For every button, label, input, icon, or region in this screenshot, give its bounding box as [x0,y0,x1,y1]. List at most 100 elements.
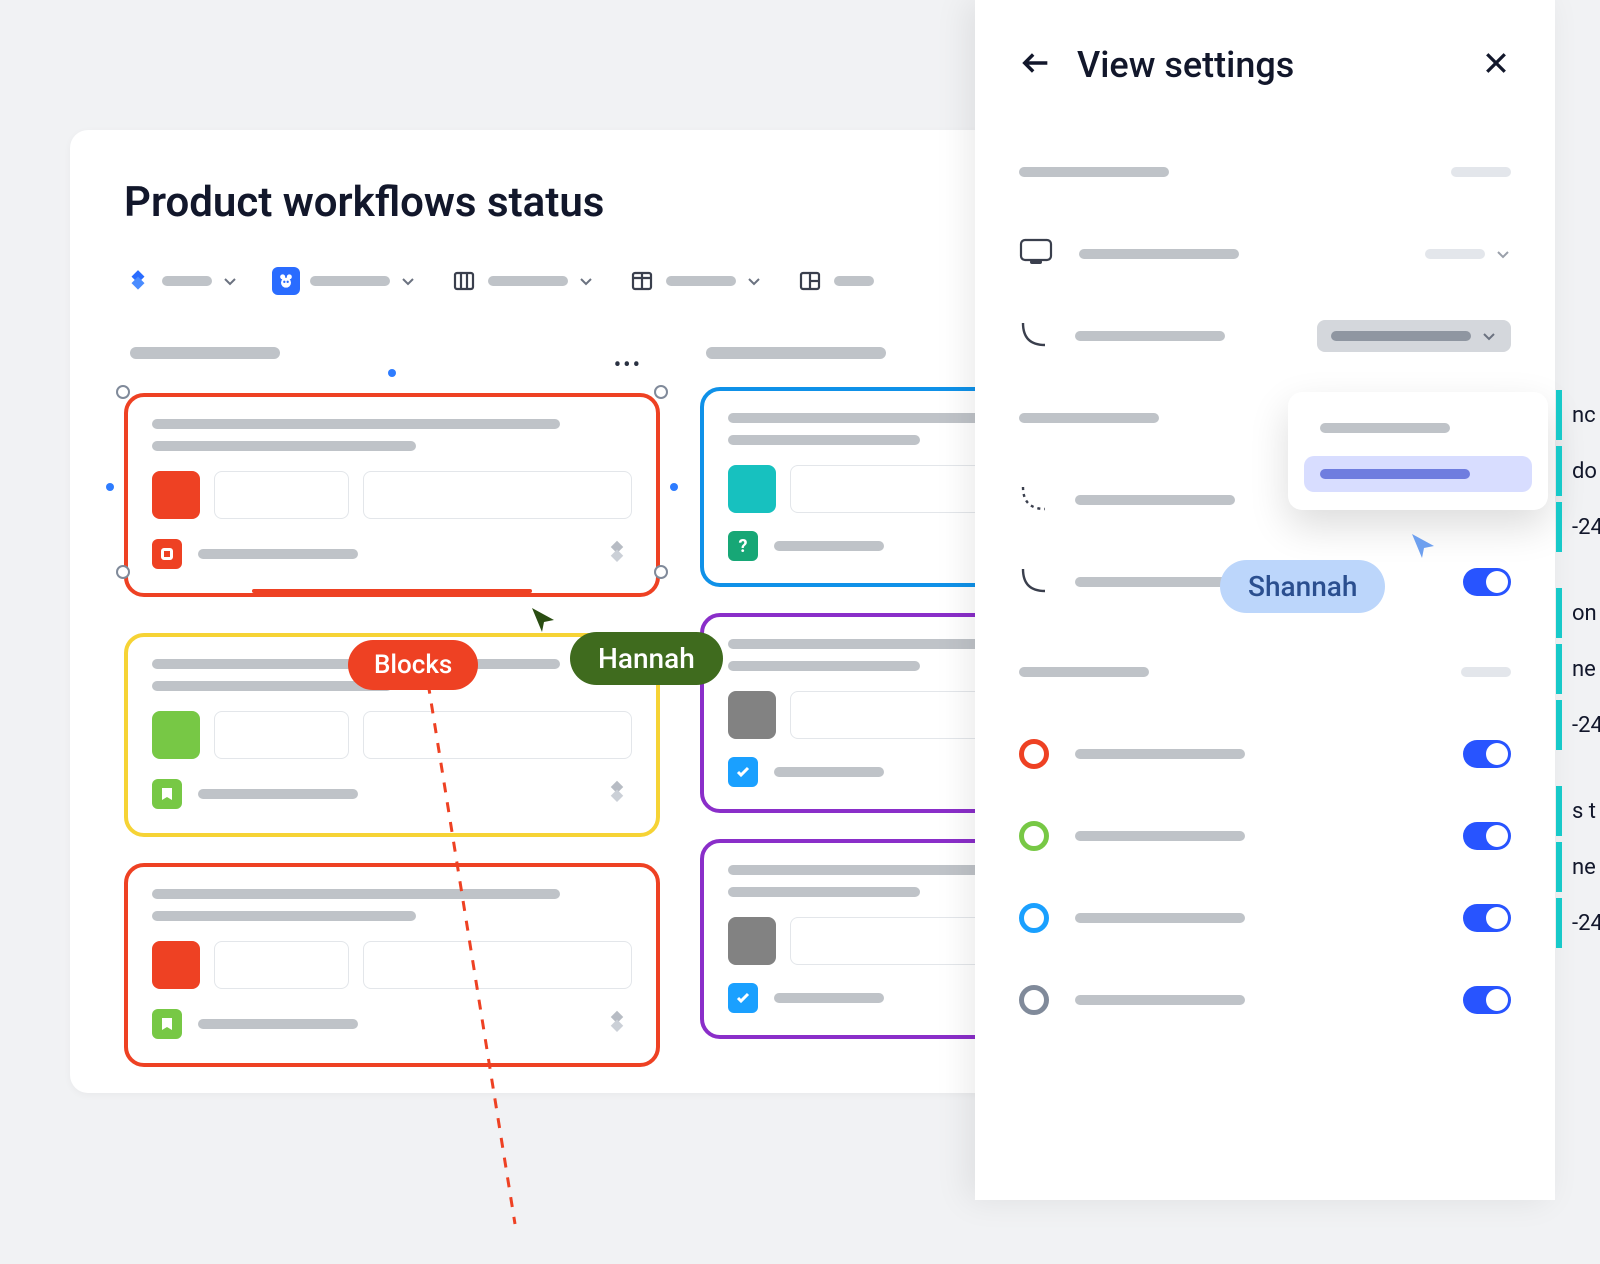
chevron-down-icon [1495,246,1511,262]
card-field[interactable] [214,471,349,519]
card-color-chip [728,691,776,739]
selection-handle[interactable] [116,385,130,399]
card-field[interactable] [363,471,632,519]
more-icon[interactable]: ••• [614,353,642,378]
section-label [1019,167,1169,177]
back-icon[interactable] [1019,46,1053,84]
card-subtitle-line [728,435,920,445]
strip-cell: do [1556,446,1600,496]
card-subtitle-line [728,887,920,897]
row-value [1425,249,1485,259]
toggle[interactable] [1463,740,1511,768]
settings-row-frame[interactable] [1019,224,1511,284]
selection-midpoint[interactable] [106,483,114,491]
settings-row-color[interactable] [1019,888,1511,948]
board-column: ••• [124,335,660,1093]
card-subtitle-line [728,661,920,671]
strip-cell: ne [1556,842,1600,892]
card-field[interactable] [214,941,349,989]
row-label [1075,495,1235,505]
collaborator-cursor: Hannah [570,632,723,685]
card-type-icon [152,539,182,569]
row-select[interactable] [1317,320,1511,352]
app-icon [272,267,300,295]
strip-cell: -24 [1556,700,1600,750]
cursor-icon [528,604,560,636]
card-field[interactable] [214,711,349,759]
section-hint [1461,667,1511,677]
card-type-icon [728,983,758,1013]
card-title-line [152,889,560,899]
toolbar-item-board[interactable] [796,267,874,295]
toolbar-item-jira[interactable] [124,267,238,295]
card-type-icon [152,779,182,809]
close-icon[interactable] [1481,48,1511,82]
panel-title: View settings [1077,44,1294,86]
chevron-down-icon [400,273,416,289]
card-field[interactable] [363,711,632,759]
toolbar-item-3col[interactable] [450,267,594,295]
strip-cell: nc [1556,390,1600,440]
toggle[interactable] [1463,568,1511,596]
settings-row-color[interactable] [1019,724,1511,784]
card-selection-wrapper [124,393,660,597]
toggle[interactable] [1463,822,1511,850]
selection-midpoint[interactable] [670,483,678,491]
chevron-down-icon [746,273,762,289]
color-ring-icon [1019,903,1049,933]
settings-row-color[interactable] [1019,806,1511,866]
section-label [1019,667,1149,677]
row-label [1075,331,1225,341]
selection-handle[interactable] [654,565,668,579]
card-title-line [152,419,560,429]
selection-handle[interactable] [116,565,130,579]
dropdown-option[interactable] [1304,410,1532,446]
card-type-icon [728,757,758,787]
toolbar-label [834,276,874,286]
strip-cell: -24 [1556,502,1600,552]
jira-link-icon[interactable] [602,537,632,571]
frame-icon [1019,238,1053,270]
jira-link-icon[interactable] [602,1007,632,1041]
card-assignee [774,541,884,551]
row-label [1075,995,1245,1005]
column-header[interactable]: ••• [124,335,660,371]
row-label [1075,831,1245,841]
settings-row-color[interactable] [1019,970,1511,1030]
toggle[interactable] [1463,904,1511,932]
card-type-icon [152,1009,182,1039]
card[interactable] [124,863,660,1067]
jira-link-icon[interactable] [602,777,632,811]
connector-label[interactable]: Blocks [348,640,478,690]
collaborator-cursor: Shannah [1220,560,1385,613]
card-title-line [728,413,1006,423]
section-label [1019,413,1159,423]
card-color-chip [728,917,776,965]
toolbar-item-app[interactable] [272,267,416,295]
toolbar-item-2col[interactable] [628,267,762,295]
curve-icon [1019,319,1049,353]
option-label [1320,469,1470,479]
card-color-chip [152,711,200,759]
color-ring-icon [1019,821,1049,851]
connector-line[interactable] [252,589,532,593]
card-field[interactable] [363,941,632,989]
section-hint [1451,167,1511,177]
card-subtitle-line [152,911,416,921]
card-assignee [198,549,358,559]
select-value [1331,331,1471,341]
chevron-down-icon [1481,328,1497,344]
chevron-down-icon [578,273,594,289]
dropdown-popover[interactable] [1288,392,1548,510]
toggle[interactable] [1463,986,1511,1014]
card[interactable] [124,393,660,597]
row-label [1075,749,1245,759]
columns3-icon [450,267,478,295]
selection-handle[interactable] [654,385,668,399]
settings-row-curve[interactable] [1019,306,1511,366]
strip-cell: on [1556,588,1600,638]
dropdown-option-selected[interactable] [1304,456,1532,492]
selection-midpoint[interactable] [388,369,396,377]
strip-cell: s t [1556,786,1600,836]
card-assignee [774,767,884,777]
